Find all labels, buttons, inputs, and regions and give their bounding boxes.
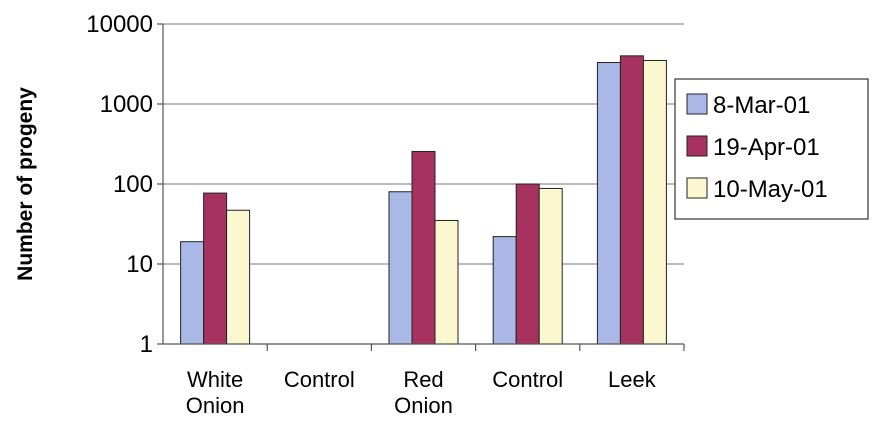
- legend-label: 19-Apr-01: [713, 134, 820, 161]
- x-category-label-line: Control: [284, 367, 355, 392]
- bar: [515, 183, 540, 345]
- x-category-label: Control: [284, 367, 355, 392]
- x-category-label: Control: [492, 367, 563, 392]
- bar: [619, 55, 644, 345]
- bar: [642, 59, 667, 345]
- legend-label: 10-May-01: [713, 176, 828, 203]
- y-tick-label: 1000: [100, 91, 153, 118]
- legend-items: 8-Mar-01 19-Apr-01 10-May-01: [686, 92, 828, 203]
- y-tick-labels: 1 10 100 1000 10000: [86, 11, 153, 358]
- legend: 8-Mar-01 19-Apr-01 10-May-01: [674, 78, 869, 220]
- x-category-label-line: Control: [492, 367, 563, 392]
- y-tick-label: 10: [126, 251, 153, 278]
- bar: [434, 219, 459, 345]
- x-category-label: Red Onion: [394, 367, 453, 418]
- bar: [226, 209, 251, 345]
- x-category-label-line: Onion: [394, 393, 453, 418]
- x-category-label-line: Red: [403, 367, 443, 392]
- legend-swatch: [686, 177, 708, 199]
- x-category-label-line: Onion: [186, 393, 245, 418]
- legend-swatch: [686, 93, 708, 115]
- x-category-label: White Onion: [186, 367, 245, 418]
- legend-label: 8-Mar-01: [713, 92, 810, 119]
- bar: [180, 241, 205, 345]
- bar: [538, 187, 563, 345]
- y-tick-label: 10000: [86, 11, 153, 38]
- bar: [411, 150, 436, 345]
- y-tick-label: 100: [113, 171, 153, 198]
- x-category-label: Leek: [608, 367, 657, 392]
- bar: [203, 192, 228, 345]
- bars: [180, 55, 667, 345]
- x-category-label-line: White: [187, 367, 243, 392]
- y-axis-title: Number of progeny: [14, 87, 37, 281]
- legend-swatch: [686, 135, 708, 157]
- bar: [596, 62, 621, 345]
- y-tick-label: 1: [140, 331, 153, 358]
- axes: [162, 24, 684, 345]
- bar: [388, 191, 413, 345]
- x-category-label-line: Leek: [608, 367, 657, 392]
- bar: [492, 236, 517, 345]
